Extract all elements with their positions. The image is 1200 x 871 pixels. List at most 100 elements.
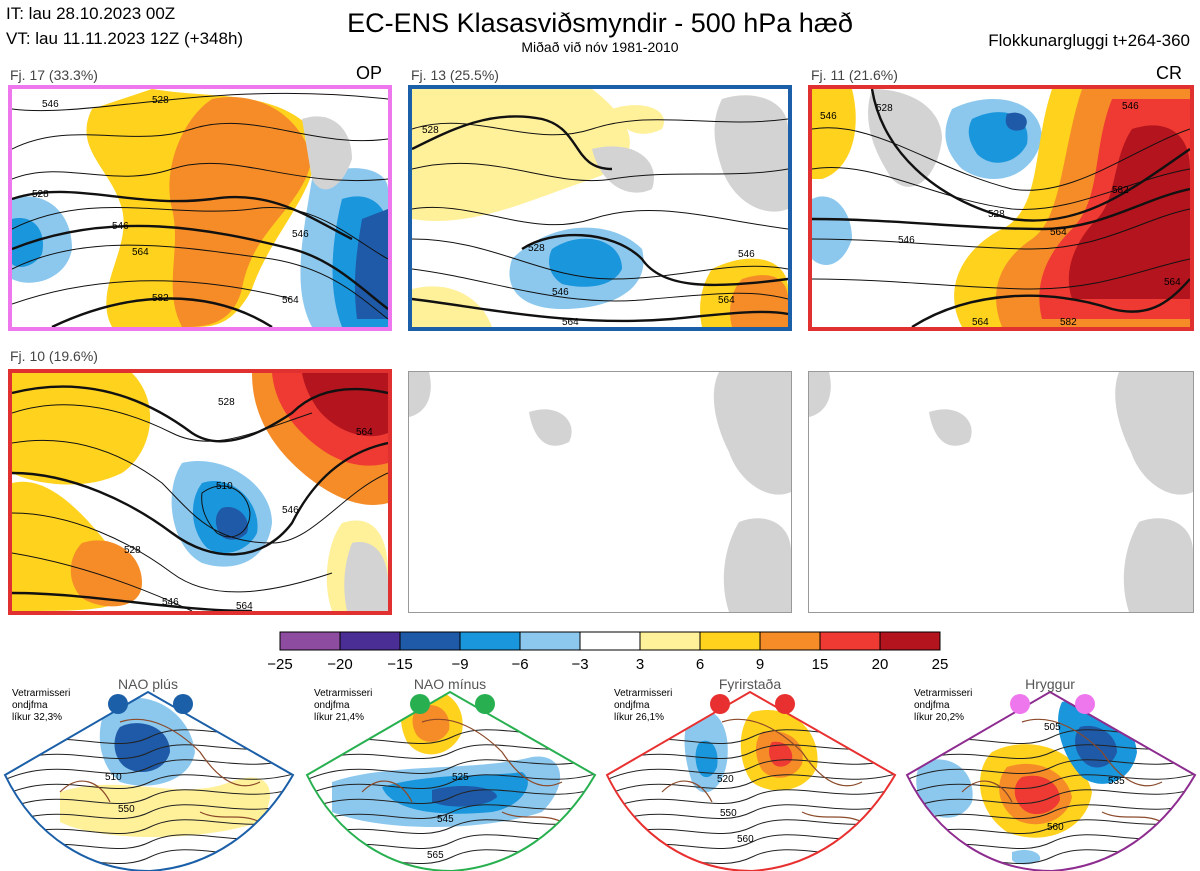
regime-contour-label: 520 bbox=[717, 774, 734, 785]
contour-label: 528 bbox=[528, 243, 545, 254]
contour-label: 528 bbox=[876, 103, 893, 114]
regime-contour bbox=[307, 831, 595, 858]
empty-map-5 bbox=[408, 371, 792, 613]
regime-title: Hryggur bbox=[1025, 676, 1075, 692]
regime-contour bbox=[5, 756, 293, 783]
colorbar-tick-label: 9 bbox=[755, 656, 765, 673]
regime-contour bbox=[607, 801, 895, 828]
regime-marker-dot bbox=[173, 694, 193, 714]
colorbar-tick-label: 6 bbox=[695, 656, 705, 673]
colorbar-segment bbox=[819, 631, 881, 651]
regime-contour bbox=[5, 771, 293, 798]
regime-contour bbox=[907, 756, 1195, 783]
regime-panel: 525 545 565 NAO mínus Vetrarmisseriondjfmalí… bbox=[305, 676, 597, 871]
regime-note-line: líkur 21,4% bbox=[314, 712, 364, 723]
contour-label: 546 bbox=[820, 111, 837, 122]
regime-marker-dot bbox=[710, 694, 730, 714]
colorbar-segment bbox=[579, 631, 641, 651]
anomaly-strong-positive-1 bbox=[730, 275, 788, 327]
regime-contour bbox=[307, 741, 595, 768]
regime-contour-label: 545 bbox=[437, 814, 454, 825]
contour-label: 528 bbox=[988, 209, 1005, 220]
anomaly-negative-core-1 bbox=[549, 238, 622, 287]
regime-anomaly bbox=[432, 786, 497, 807]
contour-label: 564 bbox=[1050, 227, 1067, 238]
colorbar-tick-label: 20 bbox=[871, 656, 889, 673]
regime-contour bbox=[607, 846, 895, 871]
colorbar-segment bbox=[879, 631, 941, 651]
contour-label: 564 bbox=[236, 601, 253, 611]
contour-label: 528 bbox=[422, 125, 439, 136]
regime-title: NAO mínus bbox=[414, 676, 486, 692]
regime-map-area bbox=[5, 697, 293, 871]
classification-window: Flokkunargluggi t+264-360 bbox=[988, 31, 1190, 50]
colorbar bbox=[279, 631, 941, 651]
regime-coastline bbox=[59, 718, 261, 823]
regime-contour bbox=[907, 786, 1195, 813]
cluster-map-2: 528 528 546 546 564 564 bbox=[408, 85, 792, 331]
cluster-1-tag: OP bbox=[356, 63, 383, 83]
cluster-4-label: Fj. 10 (19.6%) bbox=[10, 348, 98, 364]
regime-marker-dot bbox=[108, 694, 128, 714]
regime-contour bbox=[307, 786, 595, 813]
regime-marker-dot bbox=[1010, 694, 1030, 714]
land-greenland bbox=[868, 89, 942, 187]
colorbar-tick-label: 15 bbox=[811, 656, 829, 673]
anomaly-positive-1 bbox=[12, 373, 151, 485]
regime-anomaly bbox=[1014, 775, 1060, 815]
regime-contour bbox=[307, 801, 595, 828]
colorbar-tick-label: −6 bbox=[511, 656, 529, 673]
colorbar-tick-label: −15 bbox=[387, 656, 413, 673]
regime-note-line: Vetrarmisseri bbox=[914, 688, 972, 699]
regime-coastline bbox=[361, 718, 563, 823]
contour-label: 564 bbox=[282, 295, 299, 306]
colorbar-segment bbox=[699, 631, 761, 651]
regime-contour-label: 560 bbox=[1047, 822, 1064, 833]
colorbar-tick-label: −25 bbox=[267, 656, 293, 673]
regime-contour bbox=[307, 756, 595, 783]
regime-anomaly bbox=[695, 740, 718, 778]
contour-label: 528 bbox=[32, 189, 49, 200]
cluster-2-label: Fj. 13 (25.5%) bbox=[411, 67, 499, 83]
colorbar-segment bbox=[639, 631, 701, 651]
anomaly-negative-core-2 bbox=[215, 507, 248, 540]
regime-title: Fyrirstaða bbox=[719, 676, 781, 692]
page-title: EC-ENS Klasasviðsmyndir - 500 hPa hæð bbox=[347, 8, 853, 38]
colorbar-segment bbox=[339, 631, 401, 651]
regime-note-line: líkur 26,1% bbox=[614, 712, 664, 723]
regime-contour-label: 550 bbox=[118, 804, 135, 815]
contour-label: 528 bbox=[124, 545, 141, 556]
contour-label: 546 bbox=[552, 287, 569, 298]
regime-panel: 510 550 NAO plús Vetrarmisseriondjfmalíkur … bbox=[3, 676, 295, 871]
anomaly-positive-4 bbox=[412, 286, 492, 327]
regime-note-line: ondjfma bbox=[314, 700, 350, 711]
contour-label: 528 bbox=[152, 95, 169, 106]
valid-time: VT: lau 11.11.2023 12Z (+348h) bbox=[6, 29, 244, 48]
anomaly-strong-positive-1 bbox=[70, 540, 142, 607]
regime-note-line: Vetrarmisseri bbox=[12, 688, 70, 699]
contour-label: 546 bbox=[292, 229, 309, 240]
contour-label: 582 bbox=[1060, 317, 1077, 327]
regime-marker-dot bbox=[775, 694, 795, 714]
cluster-map-3: 546 528 528 546 546 564 582 582 564 564 bbox=[808, 85, 1194, 331]
contour-label: 546 bbox=[738, 249, 755, 260]
colorbar-tick-label: −3 bbox=[571, 656, 589, 673]
regime-contour bbox=[607, 771, 895, 798]
anomaly-strong-positive-1 bbox=[169, 97, 312, 327]
anomaly-negative-2 bbox=[812, 196, 852, 265]
contour-label: 510 bbox=[216, 481, 233, 492]
anomaly-positive-2 bbox=[612, 105, 664, 134]
regime-map-area bbox=[607, 709, 895, 871]
colorbar-segment bbox=[519, 631, 581, 651]
contour-label: 546 bbox=[112, 221, 129, 232]
land-greenland bbox=[714, 95, 788, 212]
land-greenland bbox=[302, 116, 352, 190]
contour-label: 564 bbox=[562, 317, 579, 327]
cluster-3-tag: CR bbox=[1156, 63, 1182, 83]
regime-anomaly bbox=[412, 704, 450, 742]
anomaly-negative-core-2 bbox=[354, 209, 388, 319]
regime-contour bbox=[907, 801, 1195, 828]
contour-label: 564 bbox=[356, 427, 373, 438]
anomaly-positive-1 bbox=[812, 89, 856, 179]
